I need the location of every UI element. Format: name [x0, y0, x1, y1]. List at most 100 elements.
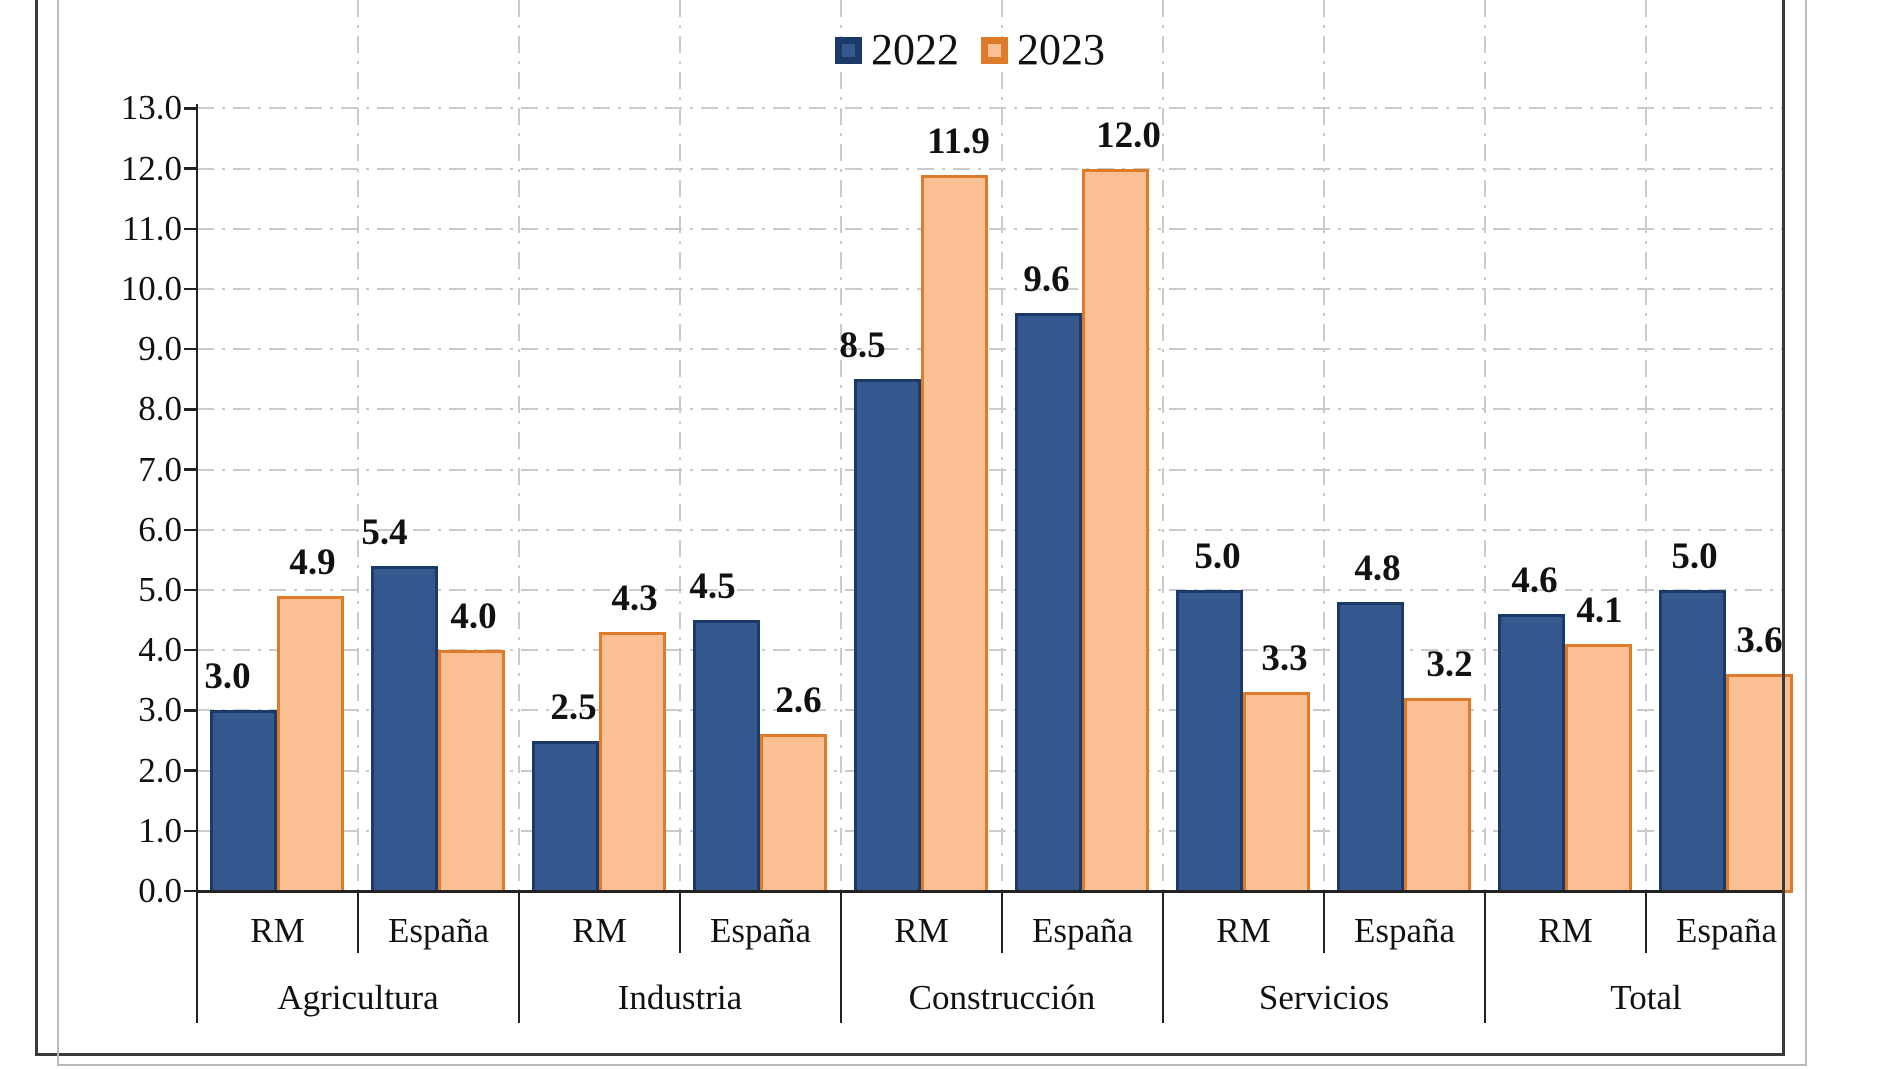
bar-2022-construccion-rm — [854, 379, 921, 893]
gridline-horizontal — [197, 709, 1785, 712]
gridline-vertical — [1645, 0, 1647, 891]
gridline-horizontal — [197, 348, 1785, 351]
gridline-vertical — [518, 0, 520, 891]
gridline-horizontal — [197, 829, 1785, 832]
value-label-2022-agricultura-rm: 3.0 — [204, 656, 251, 698]
value-label-2023-agricultura-rm: 4.9 — [289, 542, 336, 584]
bar-2023-industria-espana — [760, 734, 827, 893]
gridline-horizontal — [197, 408, 1785, 411]
gridline-horizontal — [197, 288, 1785, 290]
bar-2023-servicios-espana — [1404, 698, 1471, 893]
value-label-2023-total-rm: 4.1 — [1576, 590, 1623, 632]
value-label-2022-total-espana: 5.0 — [1671, 536, 1718, 577]
figure-border-dark — [35, 0, 1785, 1056]
value-label-2022-construccion-espana: 9.6 — [1023, 259, 1070, 301]
y-axis-tick — [184, 829, 197, 833]
legend-item-2023: 2023 — [981, 24, 1105, 76]
subcategory-divider — [678, 891, 682, 953]
gridline-vertical — [679, 0, 681, 891]
bar-2023-industria-rm — [599, 632, 666, 893]
y-axis-tick — [184, 167, 197, 170]
chart-legend: 2022 2023 — [835, 24, 1105, 76]
y-tick-label: 6.0 — [138, 509, 182, 549]
x-subcategory-label-servicios-rm: RM — [1216, 911, 1271, 950]
y-tick-label: 5.0 — [138, 570, 182, 609]
y-axis-tick — [184, 709, 197, 712]
y-tick-label: 9.0 — [138, 329, 182, 369]
x-group-label-construccion: Construcción — [908, 978, 1096, 1017]
value-label-2022-industria-rm: 2.5 — [550, 686, 597, 728]
y-tick-label: 11.0 — [122, 208, 182, 248]
y-axis-tick — [184, 769, 197, 772]
y-axis-tick — [184, 107, 197, 110]
bar-2022-total-espana — [1659, 590, 1726, 893]
subcategory-divider — [1644, 891, 1648, 953]
y-axis-tick — [184, 408, 197, 411]
y-axis-tick — [184, 648, 197, 652]
gridline-horizontal — [197, 528, 1785, 531]
value-label-2023-industria-espana: 2.6 — [775, 680, 822, 722]
x-subcategory-label-agricultura-rm: RM — [250, 911, 305, 950]
x-group-label-agricultura: Agricultura — [277, 978, 439, 1017]
gridline-horizontal — [197, 107, 1785, 110]
y-axis-tick — [184, 588, 197, 592]
x-axis-line — [196, 889, 1785, 893]
bar-2022-servicios-rm — [1176, 590, 1243, 893]
value-label-2023-industria-rm: 4.3 — [611, 578, 658, 620]
y-axis-tick — [184, 347, 197, 351]
bar-2023-total-rm — [1565, 644, 1632, 893]
value-label-2022-agricultura-espana: 5.4 — [361, 511, 408, 553]
y-axis-tick — [184, 528, 197, 532]
y-tick-label: 13.0 — [120, 88, 182, 128]
y-axis-line — [195, 104, 198, 1023]
value-label-2023-servicios-espana: 3.2 — [1426, 644, 1473, 686]
bar-2023-construccion-rm — [921, 174, 988, 893]
y-axis-tick — [184, 468, 197, 471]
y-tick-label: 4.0 — [138, 630, 182, 670]
legend-swatch-2023-icon — [981, 36, 1008, 64]
x-subcategory-label-construccion-rm: RM — [894, 911, 949, 950]
x-subcategory-label-total-espana: España — [1675, 911, 1778, 950]
value-label-2022-servicios-espana: 4.8 — [1354, 548, 1401, 590]
x-group-label-servicios: Servicios — [1258, 978, 1390, 1017]
x-subcategory-label-servicios-espana: España — [1353, 911, 1456, 950]
y-tick-label: 2.0 — [138, 750, 182, 790]
legend-item-2022: 2022 — [835, 24, 959, 76]
legend-label-2022: 2022 — [871, 25, 959, 74]
value-label-2022-total-rm: 4.6 — [1511, 560, 1558, 602]
y-tick-label: 10.0 — [120, 269, 182, 308]
y-axis-tick — [184, 227, 197, 231]
value-label-2023-servicios-rm: 3.3 — [1261, 638, 1308, 680]
x-subcategory-label-industria-rm: RM — [572, 911, 627, 950]
bar-2023-total-espana — [1726, 674, 1793, 893]
bar-2022-construccion-espana — [1015, 313, 1082, 893]
group-divider — [1161, 891, 1165, 1023]
bar-2023-construccion-espana — [1082, 168, 1149, 893]
group-divider — [839, 891, 843, 1023]
y-tick-label: 0.0 — [138, 871, 182, 910]
bar-2022-industria-espana — [693, 620, 760, 893]
y-tick-label: 1.0 — [138, 810, 182, 850]
x-subcategory-label-agricultura-espana: España — [387, 911, 490, 950]
value-label-2023-construccion-rm: 11.9 — [927, 120, 990, 162]
gridline-vertical — [1323, 0, 1325, 891]
gridline-horizontal — [197, 167, 1785, 170]
gridline-horizontal — [197, 468, 1785, 471]
subcategory-divider — [1000, 891, 1004, 953]
x-group-label-total: Total — [1610, 978, 1682, 1017]
x-group-label-industria: Industria — [617, 978, 743, 1017]
bar-2022-industria-rm — [532, 740, 599, 893]
subcategory-divider — [1322, 891, 1326, 953]
bar-2022-servicios-espana — [1337, 602, 1404, 893]
bar-2023-servicios-rm — [1243, 692, 1310, 893]
value-label-2023-total-espana: 3.6 — [1736, 620, 1783, 662]
legend-swatch-2022-icon — [835, 36, 862, 64]
y-tick-label: 3.0 — [138, 690, 182, 730]
value-label-2022-servicios-rm: 5.0 — [1194, 536, 1241, 577]
y-tick-label: 12.0 — [120, 148, 182, 188]
bar-2022-agricultura-espana — [371, 565, 438, 893]
gridline-horizontal — [197, 227, 1785, 230]
legend-label-2023: 2023 — [1017, 25, 1105, 74]
